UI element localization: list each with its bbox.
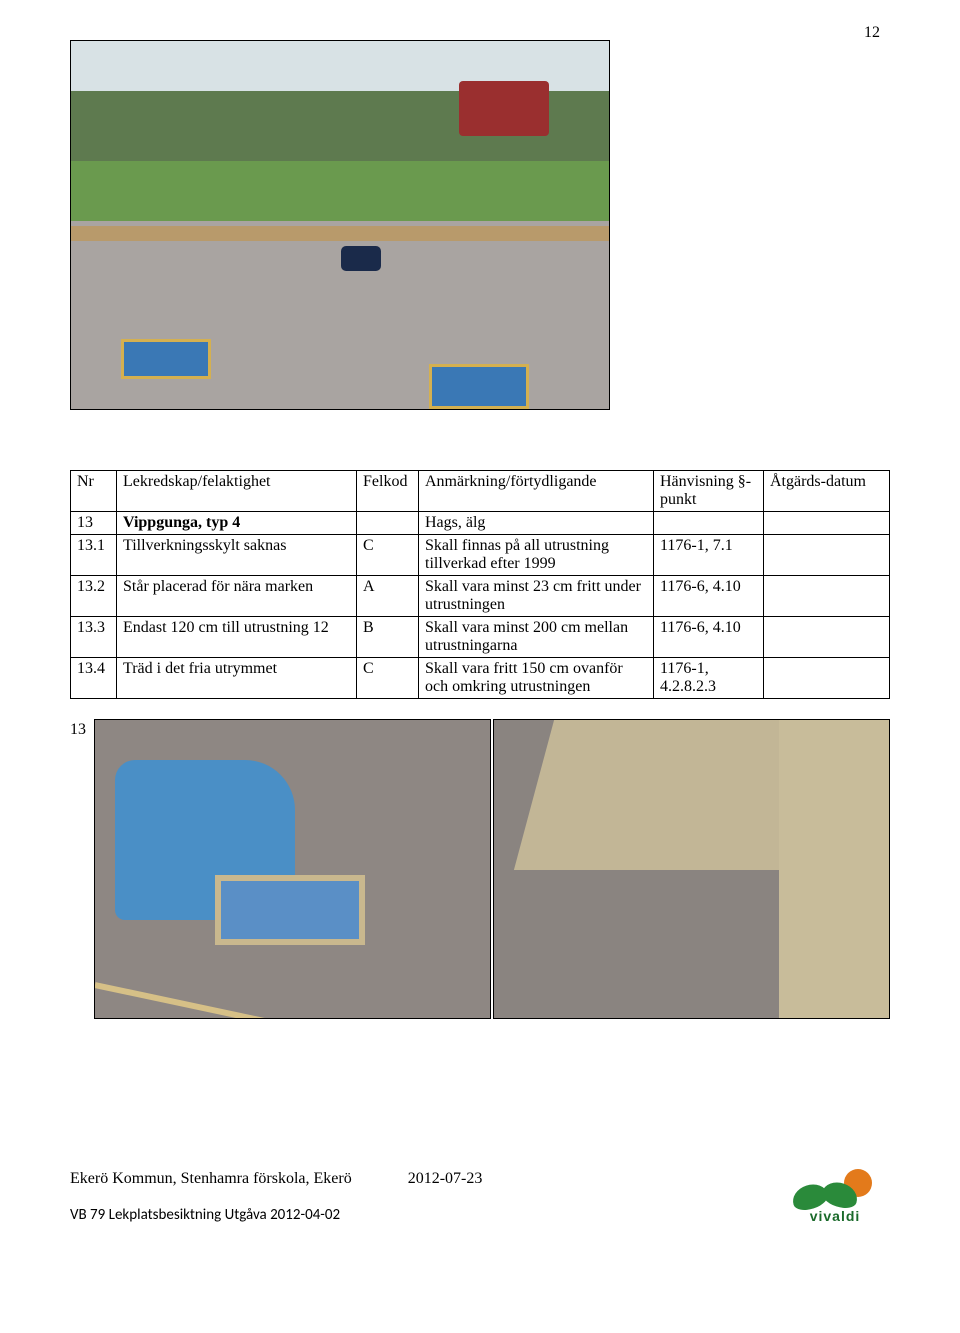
cell-nr: 13.4 — [71, 658, 117, 699]
cell-anm: Skall vara minst 200 cm mellan utrustnin… — [419, 617, 654, 658]
cell-lek: Endast 120 cm till utrustning 12 — [117, 617, 357, 658]
table-row: 13.2 Står placerad för nära marken A Ska… — [71, 576, 890, 617]
cell-hanv: 1176-6, 4.10 — [654, 576, 764, 617]
cell-lek: Träd i det fria utrymmet — [117, 658, 357, 699]
table-row: 13 Vippgunga, typ 4 Hags, älg — [71, 512, 890, 535]
cell-nr: 13.2 — [71, 576, 117, 617]
cell-hanv: 1176-1, 4.2.8.2.3 — [654, 658, 764, 699]
cell-nr: 13 — [71, 512, 117, 535]
page-footer: Ekerö Kommun, Stenhamra förskola, Ekerö … — [70, 1169, 890, 1224]
photo-row-label: 13 — [70, 719, 92, 739]
header-hanvisning: Hänvisning §-punkt — [654, 471, 764, 512]
header-anmarkning: Anmärkning/förtydligande — [419, 471, 654, 512]
cell-atg — [764, 576, 890, 617]
photo-row-13: 13 — [70, 719, 890, 1019]
cell-lek: Står placerad för nära marken — [117, 576, 357, 617]
cell-lek: Vippgunga, typ 4 — [117, 512, 357, 535]
cell-hanv: 1176-6, 4.10 — [654, 617, 764, 658]
cell-anm: Skall finnas på all utrustning tillverka… — [419, 535, 654, 576]
header-felkod: Felkod — [357, 471, 419, 512]
cell-lek: Tillverkningsskylt saknas — [117, 535, 357, 576]
cell-anm: Skall vara minst 23 cm fritt under utrus… — [419, 576, 654, 617]
footer-edition: VB 79 Lekplatsbesiktning Utgåva 2012-04-… — [70, 1206, 482, 1224]
header-lekredskap: Lekredskap/felaktighet — [117, 471, 357, 512]
cell-atg — [764, 535, 890, 576]
footer-date: 2012-07-23 — [408, 1170, 483, 1187]
cell-felkod — [357, 512, 419, 535]
page-number-top: 12 — [864, 24, 880, 42]
table-row: 13.1 Tillverkningsskylt saknas C Skall f… — [71, 535, 890, 576]
top-photo-playground — [70, 40, 610, 410]
cell-anm: Skall vara fritt 150 cm ovanför och omkr… — [419, 658, 654, 699]
cell-felkod: C — [357, 658, 419, 699]
cell-hanv — [654, 512, 764, 535]
vivaldi-logo: vivaldi — [780, 1169, 890, 1224]
cell-hanv: 1176-1, 7.1 — [654, 535, 764, 576]
header-atgard: Åtgärds-datum — [764, 471, 890, 512]
cell-anm: Hags, älg — [419, 512, 654, 535]
cell-nr: 13.1 — [71, 535, 117, 576]
header-nr: Nr — [71, 471, 117, 512]
footer-location: Ekerö Kommun, Stenhamra förskola, Ekerö — [70, 1170, 352, 1187]
table-row: 13.3 Endast 120 cm till utrustning 12 B … — [71, 617, 890, 658]
inspection-table: Nr Lekredskap/felaktighet Felkod Anmärkn… — [70, 470, 890, 699]
cell-atg — [764, 617, 890, 658]
cell-atg — [764, 658, 890, 699]
cell-atg — [764, 512, 890, 535]
photo-wood-beam-gravel — [493, 719, 890, 1019]
cell-nr: 13.3 — [71, 617, 117, 658]
logo-text: vivaldi — [780, 1208, 890, 1224]
cell-felkod: A — [357, 576, 419, 617]
table-row: 13.4 Träd i det fria utrymmet C Skall va… — [71, 658, 890, 699]
photo-moose-spring-rider — [94, 719, 491, 1019]
cell-felkod: B — [357, 617, 419, 658]
cell-felkod: C — [357, 535, 419, 576]
table-body: 13 Vippgunga, typ 4 Hags, älg 13.1 Tillv… — [71, 512, 890, 699]
